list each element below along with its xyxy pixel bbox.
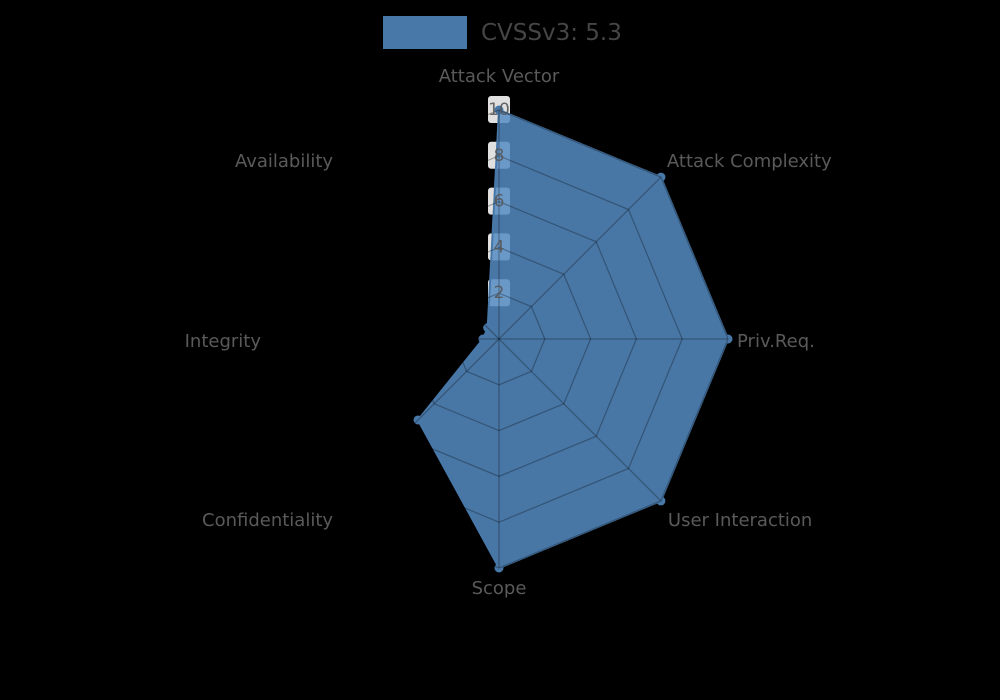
axis-label-attack-complexity: Attack Complexity [667, 151, 832, 172]
radar-spoke [336, 338, 500, 502]
radar-grid-ring [452, 292, 546, 386]
legend-label: CVSSv3: 5.3 [481, 19, 622, 46]
radar-spoke [336, 176, 500, 340]
radar-grid-ring [406, 246, 592, 432]
tick-label: 4 [494, 237, 505, 257]
vertex-marker [494, 105, 504, 115]
radar-grid-ring [269, 109, 729, 569]
axis-label-attack-vector: Attack Vector [439, 66, 560, 87]
axis-label-confidentiality: Confidentiality [202, 510, 333, 531]
tick-label: 8 [494, 146, 505, 166]
radar-grid-ring [360, 200, 638, 478]
vertex-marker [656, 172, 666, 182]
radar-spoke [498, 338, 662, 502]
vertex-marker [413, 415, 423, 425]
legend: CVSSv3: 5.3 [383, 16, 622, 49]
vertex-marker [478, 334, 488, 344]
axis-label-user-interaction: User Interaction [668, 510, 812, 531]
legend-swatch [383, 16, 467, 49]
tick-label: 10 [488, 100, 510, 120]
vertex-marker [656, 496, 666, 506]
axis-label-priv-req: Priv.Req. [737, 331, 815, 352]
axis-label-scope: Scope [472, 578, 527, 599]
vertex-marker [494, 563, 504, 573]
tick-label: 2 [494, 283, 505, 303]
radar-spoke [498, 176, 662, 340]
axis-label-availability: Availability [235, 151, 333, 172]
tick-label: 6 [494, 192, 505, 212]
axis-label-integrity: Integrity [185, 331, 262, 352]
radar-grid-ring [315, 155, 683, 523]
vertex-marker [723, 334, 733, 344]
vertex-marker [483, 323, 493, 333]
